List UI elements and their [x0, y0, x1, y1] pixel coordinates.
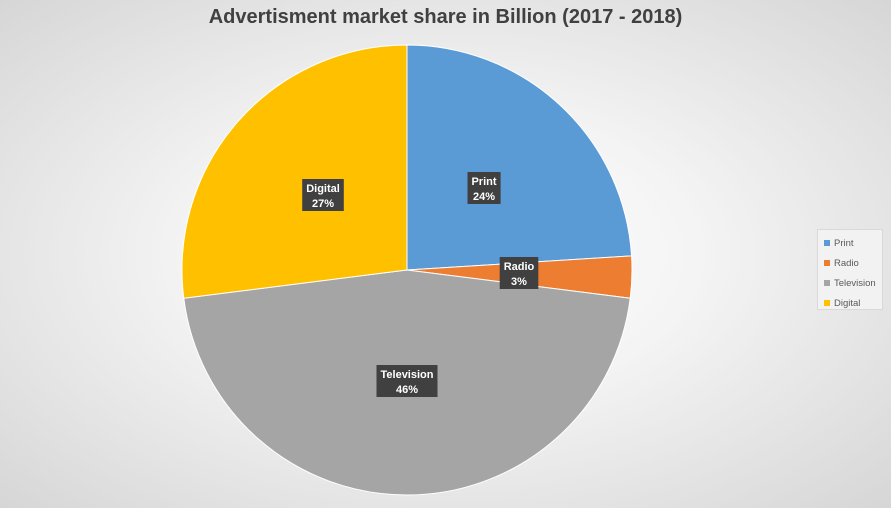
- data-label-value: 46%: [396, 384, 418, 396]
- data-label-value: 3%: [511, 276, 527, 288]
- pie-slice-digital: [181, 44, 408, 299]
- legend-swatch-digital: [824, 300, 830, 306]
- pie-slice-print: [406, 44, 633, 271]
- data-label-print: Print 24%: [467, 172, 501, 204]
- legend-label-print: Print: [834, 237, 854, 249]
- data-label-name: Digital: [306, 183, 340, 195]
- legend-label-radio: Radio: [834, 257, 859, 269]
- legend-item-print: Print: [824, 233, 882, 253]
- pie-data-labels: Print 24% Radio 3% Television 46% Digital 27%: [302, 172, 539, 397]
- legend: Print Radio Television Digital: [817, 229, 883, 310]
- pie-slices: [181, 44, 633, 496]
- data-label-television: Television 46%: [376, 365, 438, 397]
- legend-swatch-television: [824, 280, 830, 286]
- data-label-background: [499, 257, 539, 289]
- data-label-name: Print: [471, 176, 496, 188]
- data-label-radio: Radio 3%: [499, 257, 539, 289]
- legend-label-television: Television: [834, 277, 876, 289]
- legend-swatch-print: [824, 240, 830, 246]
- legend-item-television: Television: [824, 273, 882, 293]
- data-label-background: [467, 172, 501, 204]
- data-label-background: [302, 179, 344, 211]
- data-label-value: 24%: [473, 191, 495, 203]
- data-label-name: Television: [381, 369, 434, 381]
- data-label-name: Radio: [504, 261, 535, 273]
- data-label-digital: Digital 27%: [302, 179, 344, 211]
- legend-item-radio: Radio: [824, 253, 882, 273]
- data-label-background: [376, 365, 438, 397]
- legend-label-digital: Digital: [834, 297, 861, 309]
- chart-title: Advertisment market share in Billion (20…: [208, 6, 683, 28]
- legend-swatch-radio: [824, 260, 830, 266]
- legend-item-digital: Digital: [824, 293, 882, 313]
- data-label-value: 27%: [312, 198, 334, 210]
